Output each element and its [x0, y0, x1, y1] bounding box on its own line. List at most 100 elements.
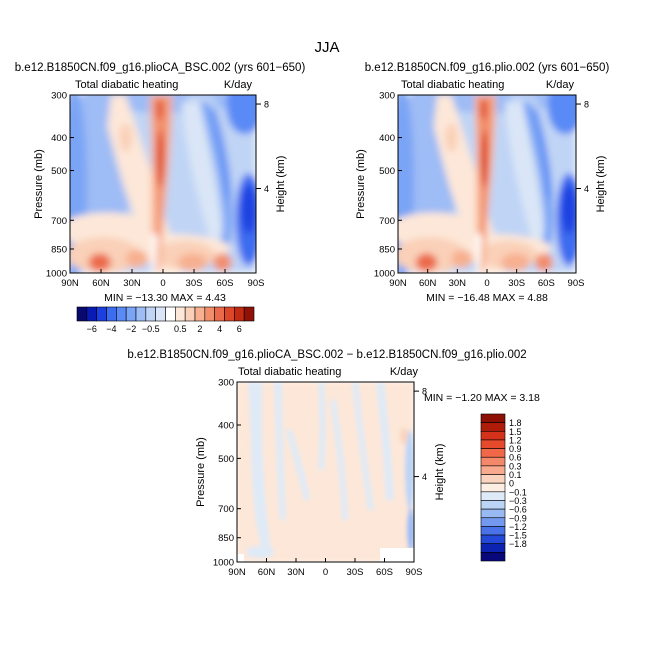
- colorbar-swatch: [480, 526, 506, 536]
- colorbar-swatch: [480, 508, 506, 519]
- y-tick-labels: 300 400 500 700 850 1000: [374, 91, 402, 280]
- y-tick-label: 1000: [213, 558, 234, 569]
- y2-tick-label: 8: [422, 387, 427, 397]
- x-tick-label: 90N: [61, 278, 79, 289]
- y2-tick-label: 4: [422, 472, 427, 482]
- colorbar-label: 1.2: [509, 435, 522, 445]
- y2-axis-label: Height (km): [275, 156, 287, 213]
- colorbar-label: 0.3: [509, 461, 522, 471]
- colorbar-swatch: [106, 306, 117, 322]
- x-tick-label: 0: [160, 278, 165, 289]
- colorbar-swatch: [480, 413, 506, 423]
- panel-plioCA-BSC: b.e12.B1850CN.f09_g16.plioCA_BSC.002 (yr…: [15, 62, 306, 304]
- x-tick-label: 60N: [419, 278, 437, 289]
- y-tick-label: 300: [218, 378, 234, 389]
- colorbar-label: −0.1: [509, 487, 527, 497]
- colorbar-swatch: [204, 306, 215, 322]
- colorbar-label: −0.5: [142, 324, 160, 334]
- colorbar-label: −0.9: [509, 513, 527, 523]
- colorbar-swatch: [480, 543, 506, 553]
- colorbar-label: 0: [509, 479, 514, 489]
- y-tick-labels: 300 400 500 700 850 1000: [213, 378, 241, 569]
- y-tick-label: 1000: [46, 269, 67, 280]
- colorbar-swatch: [480, 534, 506, 545]
- y-axis-label: Pressure (mb): [355, 149, 367, 219]
- heatmap-field: [398, 95, 576, 273]
- colorbar-swatch: [480, 456, 506, 467]
- x-tick-labels: 90N 60N 30N 0 30S 60S 90S: [61, 269, 264, 289]
- y2-tick-label: 8: [584, 100, 589, 110]
- colorbar-swatch: [86, 306, 97, 322]
- colorbar-swatch: [116, 306, 127, 322]
- colorbar-swatch: [125, 306, 137, 322]
- y2-tick-label: 4: [264, 184, 269, 194]
- colorbar-label: −4: [106, 324, 116, 334]
- colorbar-swatch: [480, 491, 506, 501]
- x-tick-label: 90N: [389, 278, 407, 289]
- colorbar-swatch: [194, 306, 206, 322]
- min-max-stats: MIN = −1.20 MAX = 3.18: [424, 392, 540, 404]
- colorbar-label: 6: [237, 324, 242, 334]
- colorbar-swatch: [76, 306, 88, 322]
- colorbar-label: 2: [197, 324, 202, 334]
- colorbar-swatch: [234, 306, 245, 322]
- colorbar-swatch: [480, 430, 506, 441]
- colorbar-swatch: [480, 422, 506, 432]
- y-tick-label: 850: [218, 533, 234, 544]
- x-tick-labels: 90N 60N 30N 0 30S 60S 90S: [228, 558, 422, 578]
- y2-axis-label: Height (km): [434, 444, 446, 501]
- y-axis-label: Pressure (mb): [195, 437, 207, 507]
- y-tick-label: 500: [379, 166, 395, 177]
- colorbar-swatch: [480, 439, 506, 449]
- panel-title: b.e12.B1850CN.f09_g16.plioCA_BSC.002 (yr…: [15, 62, 306, 74]
- x-tick-label: 60S: [217, 278, 234, 289]
- units-label: K/day: [390, 366, 419, 378]
- colorbar-swatch: [480, 465, 506, 475]
- colorbar-swatch: [480, 482, 506, 493]
- colorbar-swatch: [224, 306, 235, 322]
- x-tick-label: 0: [323, 567, 328, 578]
- y-tick-label: 700: [218, 504, 234, 515]
- left-label: Total diabatic heating: [401, 79, 504, 91]
- colorbar-label: 0.5: [174, 324, 187, 334]
- colorbar-swatch: [145, 306, 156, 322]
- colorbar-swatch: [480, 474, 506, 484]
- min-max-stats: MIN = −16.48 MAX = 4.88: [426, 292, 548, 304]
- x-tick-label: 90S: [248, 278, 265, 289]
- x-tick-label: 60N: [258, 567, 276, 578]
- x-tick-label: 30N: [287, 567, 305, 578]
- y-tick-label: 300: [51, 91, 67, 102]
- y-axis-label: Pressure (mb): [33, 149, 45, 219]
- x-tick-label: 60S: [376, 567, 393, 578]
- colorbar-swatch: [175, 306, 186, 322]
- colorbar-label: 0.9: [509, 444, 522, 454]
- x-tick-label: 60N: [92, 278, 110, 289]
- y-tick-label: 500: [218, 454, 234, 465]
- y-tick-label: 850: [51, 244, 67, 255]
- colorbar-label: −1.8: [509, 539, 527, 549]
- y-tick-label: 850: [379, 244, 395, 255]
- x-tick-label: 90S: [406, 567, 423, 578]
- colorbar-swatch: [184, 306, 196, 322]
- colorbar-horizontal: −6 −4 −2 −0.5 0.5 2 4 6: [76, 306, 255, 334]
- colorbar-swatch: [165, 306, 176, 322]
- colorbar-swatch: [480, 552, 506, 562]
- x-tick-label: 30N: [449, 278, 467, 289]
- heatmap-field: [237, 382, 414, 562]
- min-max-stats: MIN = −13.30 MAX = 4.43: [104, 292, 226, 304]
- colorbar-swatch: [480, 448, 506, 458]
- y-tick-label: 1000: [374, 269, 395, 280]
- colorbar-swatch: [243, 306, 255, 322]
- colorbar-label: 1.5: [509, 427, 522, 437]
- colorbar-swatch: [214, 306, 225, 322]
- y2-tick-labels: 84: [256, 100, 269, 194]
- left-label: Total diabatic heating: [238, 366, 341, 378]
- y2-tick-label: 4: [584, 184, 589, 194]
- y-tick-label: 700: [379, 216, 395, 227]
- panel-title: b.e12.B1850CN.f09_g16.plio.002 (yrs 601−…: [365, 62, 610, 74]
- colorbar-label: 0.1: [509, 470, 522, 480]
- colorbar-label: −2: [126, 324, 136, 334]
- x-tick-label: 0: [484, 278, 489, 289]
- colorbar-label: −6: [87, 324, 97, 334]
